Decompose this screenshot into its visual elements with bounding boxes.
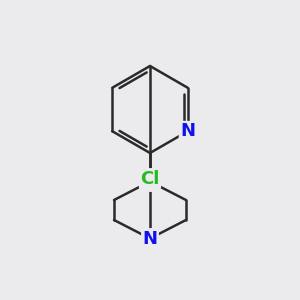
Text: N: N	[180, 122, 195, 140]
Text: O: O	[142, 172, 158, 190]
Text: N: N	[142, 230, 158, 247]
Text: Cl: Cl	[140, 169, 160, 188]
